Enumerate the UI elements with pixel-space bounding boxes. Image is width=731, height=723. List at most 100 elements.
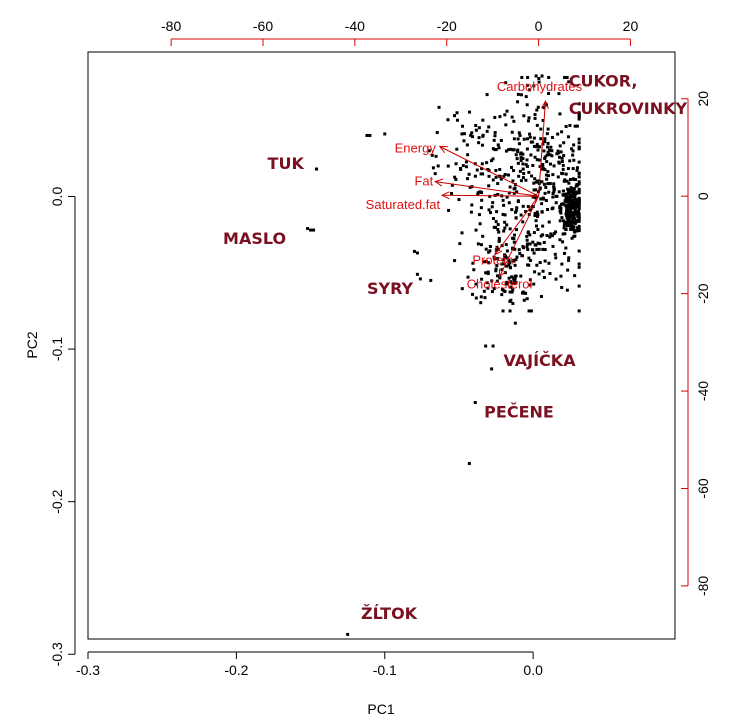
data-point [306,227,310,231]
y-tick-label: -0.3 [49,642,65,666]
data-point [571,167,575,171]
data-point [567,197,571,201]
data-point [561,240,565,244]
data-point [550,234,554,238]
data-point [465,177,469,181]
data-point [577,191,581,195]
data-point [533,212,537,216]
data-point [540,167,544,171]
data-point [490,205,494,209]
data-point [507,201,511,205]
data-point [462,132,466,136]
data-point [533,213,537,217]
variable-label: Saturated.fat [366,197,441,212]
data-point [517,131,521,135]
data-point [567,256,571,260]
data-point [365,133,369,137]
data-point [514,153,518,157]
data-point [450,183,454,187]
variable-arrow [499,195,540,277]
data-point [504,243,508,247]
data-point [516,137,520,141]
data-point [519,158,523,162]
data-point [477,126,481,130]
data-point [490,159,494,163]
data-point [507,191,511,195]
data-point [568,188,572,192]
data-point [490,290,494,294]
data-point [479,172,483,176]
data-point [525,147,529,151]
data-point [577,172,581,176]
data-point [515,206,519,210]
data-point [547,75,551,79]
y-tick-label: 0.0 [49,187,65,207]
data-point [480,162,484,166]
data-point [576,226,580,230]
data-point [515,157,519,161]
data-point [577,147,581,151]
data-point [542,149,546,153]
data-point [558,112,562,116]
data-point [575,168,579,172]
x-tick-label: 0.0 [523,662,543,678]
data-point [505,195,509,199]
data-point [504,123,508,127]
data-point [572,143,576,147]
data-point [415,272,419,276]
data-point [521,152,525,156]
data-point [503,213,507,217]
data-point [555,194,559,198]
data-point [497,146,501,150]
data-point [453,259,457,263]
data-point [481,133,485,137]
data-point [573,202,577,206]
data-point [573,196,577,200]
data-point [534,74,538,78]
y-tick-label: -0.1 [49,337,65,361]
data-point [543,156,547,160]
variable-arrow [442,194,539,197]
data-point [467,172,471,176]
data-point [510,115,514,119]
data-point [471,135,475,139]
data-point [531,164,535,168]
data-point [505,280,509,284]
data-point [528,283,532,287]
data-point [514,209,518,213]
data-point [560,156,564,160]
data-point [412,249,416,253]
data-point [474,128,478,132]
data-point [513,274,517,278]
data-point [577,214,581,218]
data-point [468,110,472,114]
data-point [511,179,515,183]
data-point [538,145,542,149]
data-point [558,219,562,223]
data-point [505,109,509,113]
data-point [500,268,504,272]
data-point [497,239,501,243]
data-point [535,108,539,112]
data-point [467,462,471,466]
data-point [485,93,489,97]
data-point [500,287,504,291]
data-point [515,190,519,194]
data-point [552,190,556,194]
data-point [473,400,477,404]
data-point [503,271,507,275]
data-point [494,267,498,271]
data-point [484,247,488,251]
arrow-head [434,178,444,187]
data-point [473,174,477,178]
data-point [525,137,529,141]
data-point [507,173,511,177]
data-point [482,260,486,264]
data-point [491,178,495,182]
data-point [565,221,569,225]
data-point [534,224,538,228]
data-point [509,165,513,169]
data-point [512,137,516,141]
data-point [514,258,518,262]
data-point [577,196,581,200]
